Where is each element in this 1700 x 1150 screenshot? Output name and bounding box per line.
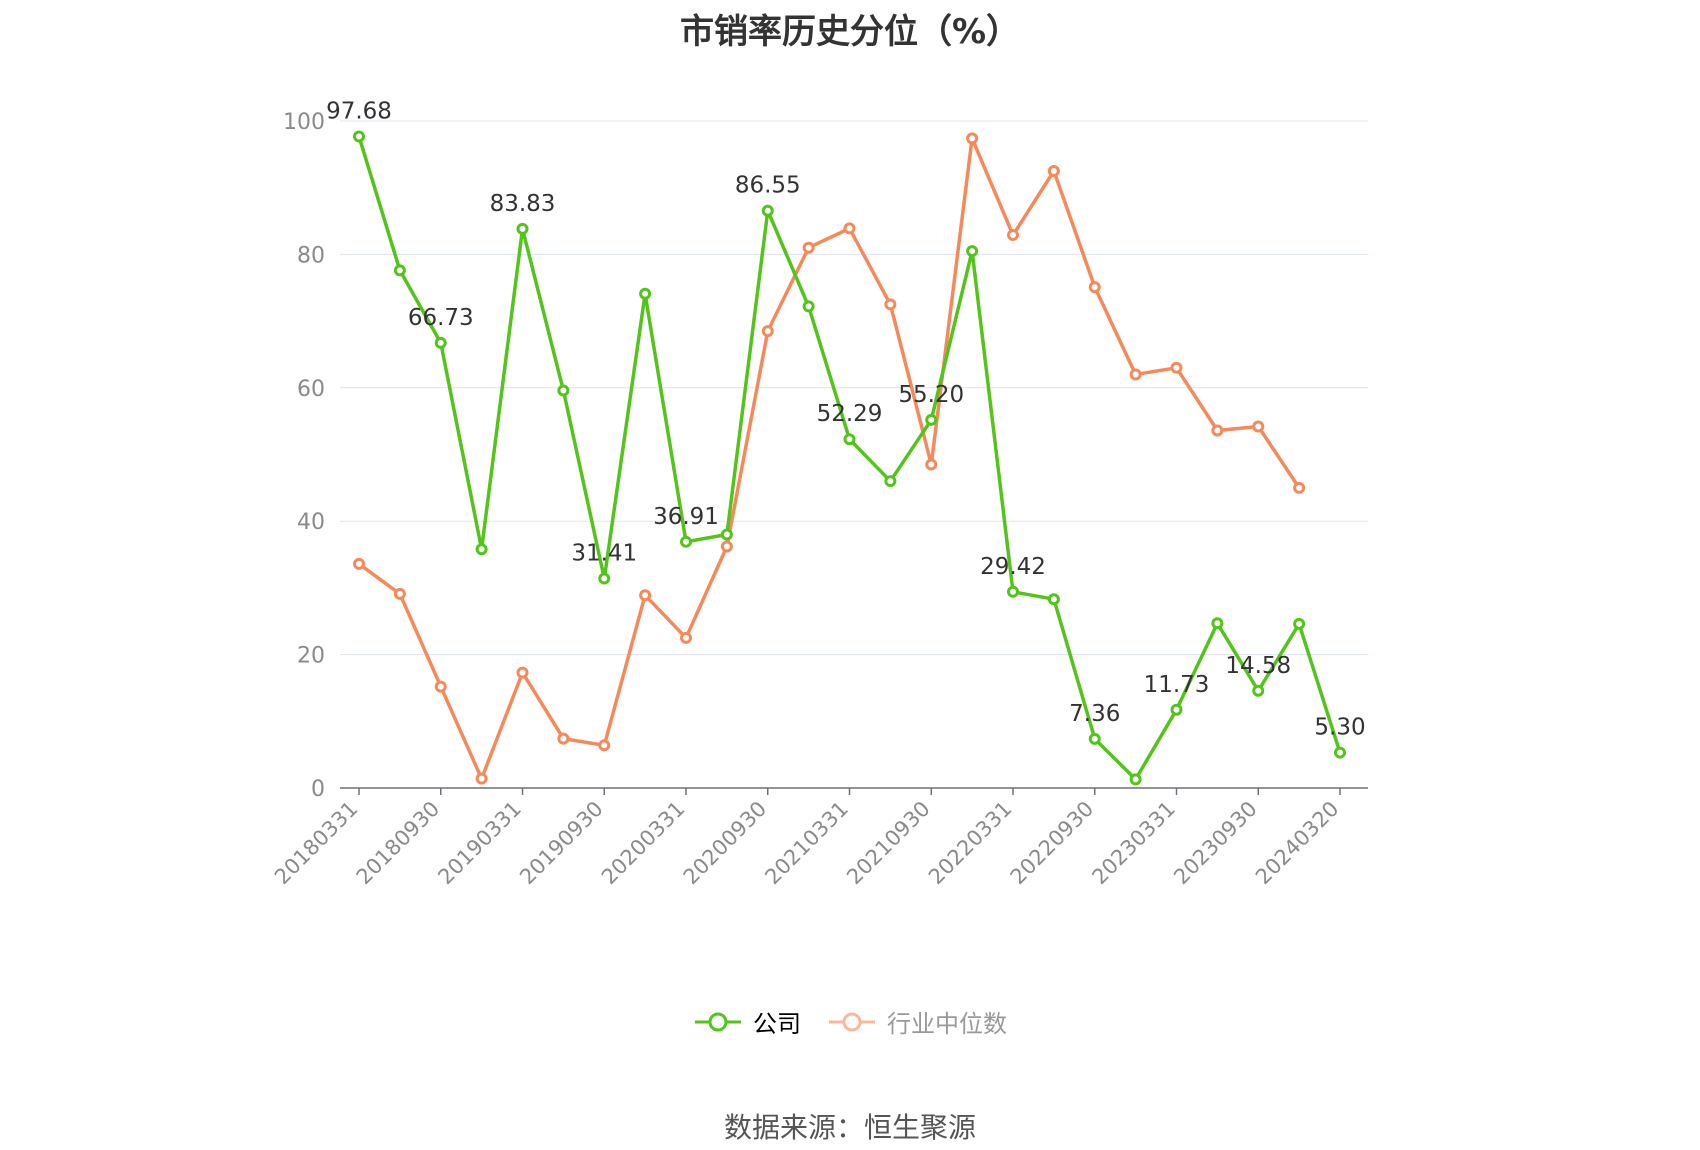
data-point [475, 543, 488, 556]
data-point [884, 475, 897, 488]
x-tick-label: 20220930 [1006, 797, 1099, 890]
data-point [720, 528, 733, 541]
x-tick-label: 20220331 [924, 797, 1017, 890]
data-point [680, 631, 692, 644]
data-point [802, 241, 815, 254]
data-point [1047, 165, 1060, 178]
data-labels: 97.68 66.73 83.83 31.41 36.91 86.55 52.29 55.20… [326, 98, 1366, 740]
y-tick-label: 20 [297, 644, 325, 669]
legend-industry-label: 行业中位数 [887, 1010, 1007, 1038]
x-tick-label: 20240320 [1251, 797, 1344, 890]
data-point [598, 572, 611, 585]
legend: 公司 行业中位数 [0, 1004, 1700, 1039]
data-point [1211, 424, 1224, 437]
chart-plot: 0 20 40 60 80 100 201803312018093020190331201… [270, 98, 1368, 890]
x-tick-label: 20190331 [433, 797, 526, 890]
data-point [1007, 229, 1019, 242]
data-point [434, 336, 447, 349]
data-point [1129, 368, 1142, 381]
data-point [884, 298, 897, 311]
x-tick-label: 20210930 [842, 797, 935, 890]
data-point [393, 587, 406, 600]
data-point [925, 413, 938, 426]
data-point [557, 732, 570, 745]
data-label: 83.83 [490, 191, 556, 217]
data-point [925, 458, 938, 471]
data-point [720, 540, 733, 553]
data-point [680, 535, 692, 548]
legend-item-industry-median[interactable]: 行业中位数 [827, 1004, 1007, 1039]
grid-lines: 0 20 40 60 80 100 [283, 110, 1368, 802]
data-point [1170, 703, 1183, 716]
data-point [1334, 746, 1346, 759]
legend-industry-swatch [829, 1012, 875, 1031]
x-tick-label: 20210331 [760, 797, 853, 890]
x-tick-label: 20200930 [679, 797, 772, 890]
data-point [843, 222, 856, 235]
data-point [843, 433, 856, 446]
data-point [1088, 732, 1101, 745]
data-point [966, 245, 979, 258]
y-tick-label: 60 [297, 377, 325, 402]
data-label: 14.58 [1225, 653, 1291, 679]
data-point [1007, 585, 1019, 598]
data-point [598, 739, 611, 752]
x-tick-label: 20180930 [352, 797, 445, 890]
data-point [1129, 773, 1142, 786]
data-label: 97.68 [326, 98, 392, 124]
data-point [353, 130, 365, 143]
data-point [1252, 420, 1265, 433]
source-note: 数据来源：恒生聚源 [723, 1111, 976, 1144]
x-axis: 2018033120180930201903312019093020200331… [270, 787, 1368, 890]
data-point [802, 300, 815, 313]
data-label: 36.91 [653, 504, 719, 530]
data-point [1088, 281, 1101, 294]
data-label: 29.42 [980, 554, 1046, 580]
y-tick-label: 0 [311, 777, 325, 802]
data-point [761, 204, 774, 217]
data-point [434, 680, 447, 693]
data-point [1293, 481, 1306, 494]
y-tick-label: 100 [283, 110, 325, 135]
series-line-1 [357, 136, 1301, 781]
x-tick-label: 20180331 [270, 797, 363, 890]
data-point [966, 132, 979, 145]
data-point [516, 222, 529, 235]
data-point [639, 287, 652, 300]
legend-item-company[interactable]: 公司 [693, 1004, 801, 1039]
data-label: 11.73 [1144, 672, 1210, 698]
data-point [761, 325, 774, 338]
data-label: 52.29 [817, 401, 883, 427]
data-label: 31.41 [571, 540, 637, 566]
data-point [1293, 617, 1306, 630]
x-tick-label: 20190930 [515, 797, 608, 890]
x-tick-label: 20230331 [1087, 797, 1180, 890]
data-point [1211, 617, 1224, 630]
data-point [475, 772, 488, 785]
x-tick-label: 20230930 [1169, 797, 1262, 890]
y-tick-label: 40 [297, 510, 325, 535]
data-point [557, 384, 570, 397]
x-tick-label: 20200331 [597, 797, 690, 890]
legend-company-swatch [695, 1012, 741, 1031]
data-point [1047, 593, 1060, 606]
data-label: 86.55 [735, 173, 801, 199]
data-point [353, 557, 365, 570]
data-label: 5.30 [1314, 715, 1365, 741]
data-label: 66.73 [408, 305, 474, 331]
legend-company-label: 公司 [753, 1010, 801, 1038]
data-point [516, 666, 529, 679]
data-point [393, 264, 406, 277]
data-label: 7.36 [1069, 701, 1120, 727]
data-label: 55.20 [898, 382, 964, 408]
data-point [1252, 684, 1265, 697]
data-point [1170, 361, 1183, 374]
chart-title: 市销率历史分位（%） [679, 12, 1021, 52]
data-point [639, 589, 652, 602]
y-tick-label: 80 [297, 243, 325, 268]
series-layer [353, 130, 1346, 786]
